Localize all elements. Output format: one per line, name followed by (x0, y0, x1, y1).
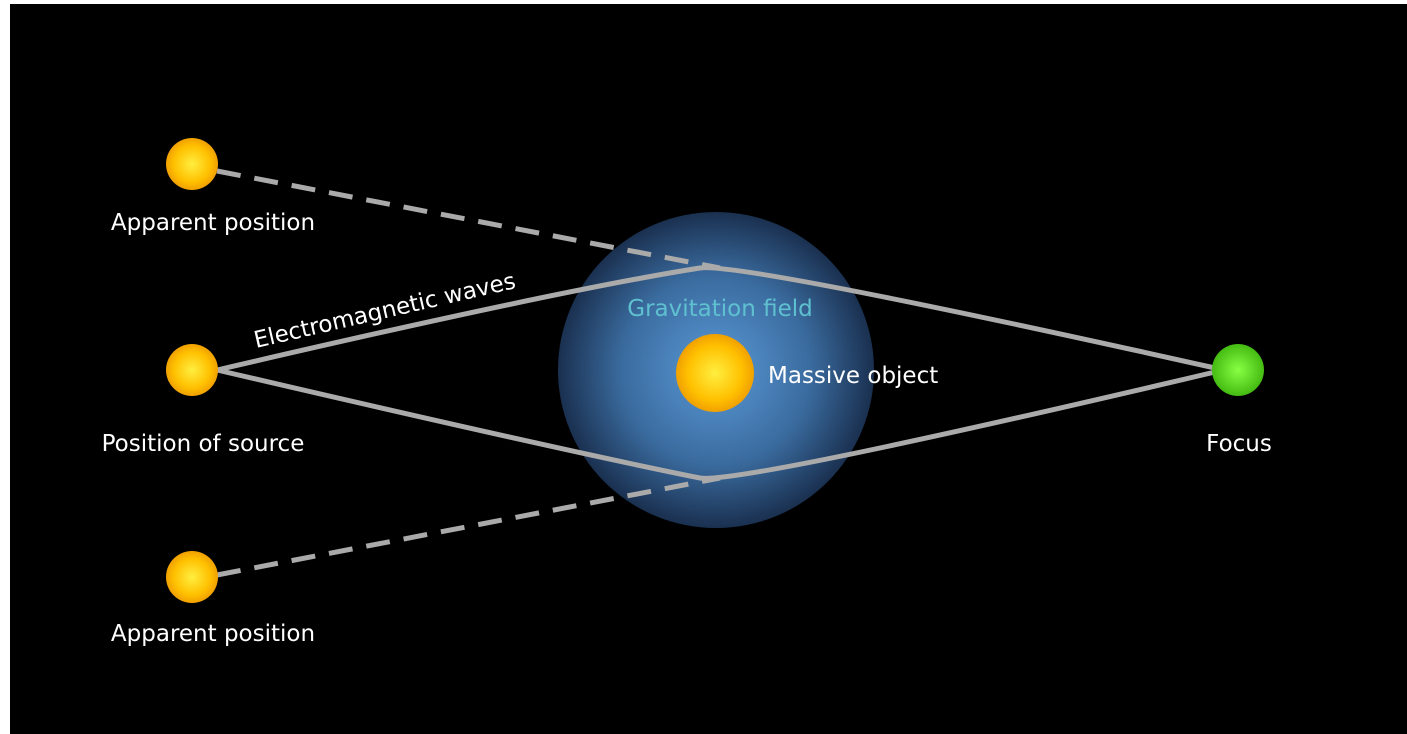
label: Gravitation field (627, 296, 812, 322)
label: Apparent position (111, 210, 315, 236)
dashed-ray (216, 168, 721, 271)
apparent-star (166, 138, 218, 190)
source-star (166, 344, 218, 396)
label: Position of source (102, 431, 305, 457)
label: Apparent position (111, 621, 315, 647)
rays (216, 168, 1216, 578)
label: Massive object (768, 363, 938, 389)
wave-ray (216, 367, 1216, 481)
dashed-ray (216, 475, 721, 578)
apparent-star (166, 551, 218, 603)
label: Focus (1206, 431, 1272, 457)
focus-point (1212, 344, 1264, 396)
massive-object (676, 334, 754, 412)
wave-ray (216, 265, 1216, 373)
